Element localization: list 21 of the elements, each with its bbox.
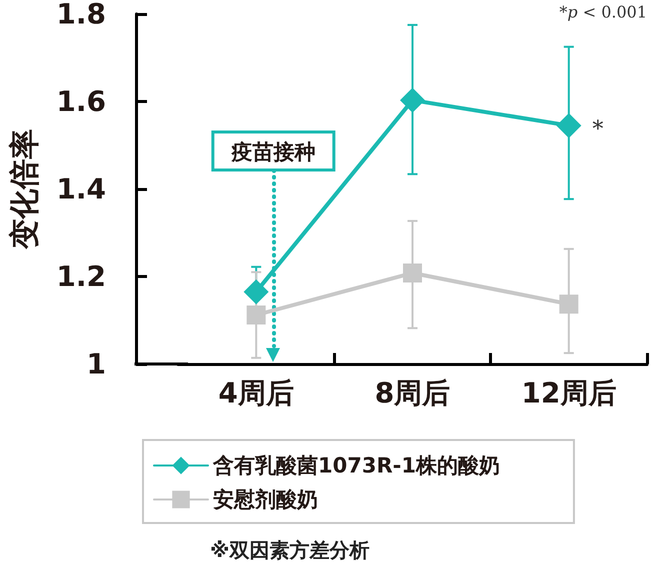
ref-line-label: 疫苗接种 xyxy=(230,140,316,164)
x-tick-label: 12周后 xyxy=(521,376,616,410)
y-tick-label: 1.6 xyxy=(56,85,106,118)
x-tick-label: 8周后 xyxy=(374,376,450,410)
y-tick-label: 1.4 xyxy=(56,172,106,206)
x-tick-label: 4周后 xyxy=(218,376,294,410)
point xyxy=(559,294,578,314)
y-tick-label: 1 xyxy=(86,348,106,380)
y-tick-label: 1.2 xyxy=(56,260,106,293)
annotation: * xyxy=(592,117,604,142)
point xyxy=(246,306,266,324)
point xyxy=(400,88,425,113)
annotation: *p < 0.001 xyxy=(559,2,648,22)
point xyxy=(244,279,269,304)
text: ※双因素方差分析 xyxy=(210,538,370,562)
legend-label: 含有乳酸菌1073R-1株的酸奶 xyxy=(212,454,500,478)
point xyxy=(556,113,582,138)
y-axis-title: 变化倍率 xyxy=(8,129,42,250)
y-tick-label: 1.8 xyxy=(56,0,106,30)
point xyxy=(403,264,422,282)
legend-label: 安慰剂酸奶 xyxy=(213,488,318,512)
